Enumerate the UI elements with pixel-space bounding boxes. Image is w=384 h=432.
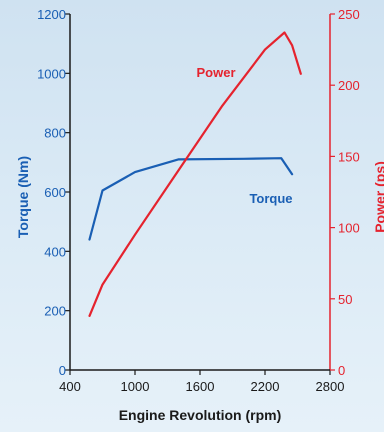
chart-labels: Engine Revolution (rpm) Torque (Nm) Powe…: [15, 65, 384, 423]
x-axis-title: Engine Revolution (rpm): [119, 407, 282, 423]
left-y-tick-label: 200: [44, 304, 66, 319]
x-tick-label: 2800: [316, 379, 345, 394]
left-y-tick-label: 600: [44, 185, 66, 200]
left-y-tick-label: 400: [44, 244, 66, 259]
power-series-label: Power: [196, 65, 235, 80]
right-y-axis-title: Power (ps): [372, 161, 384, 233]
left-y-tick-label: 1000: [37, 66, 66, 81]
torque-series-label: Torque: [249, 191, 292, 206]
right-y-tick-label: 0: [338, 363, 345, 378]
right-y-tick-label: 200: [338, 78, 360, 93]
left-y-axis-title: Torque (Nm): [15, 156, 31, 238]
left-y-tick-label: 1200: [37, 7, 66, 22]
right-y-tick-label: 100: [338, 221, 360, 236]
chart-ticks: 400 1000 1600 2200 2800020040060080010001200…: [37, 7, 360, 394]
x-tick-label: 1000: [121, 379, 150, 394]
chart-lines: [88, 31, 302, 317]
right-y-tick-label: 50: [338, 292, 352, 307]
right-y-tick-label: 250: [338, 7, 360, 22]
torque-series-line: [88, 157, 294, 241]
x-tick-label: 400: [59, 379, 81, 394]
left-y-tick-label: 800: [44, 126, 66, 141]
right-y-tick-label: 150: [338, 149, 360, 164]
power-series-line: [88, 31, 302, 317]
x-tick-label: 1600: [186, 379, 215, 394]
left-y-tick-label: 0: [59, 363, 66, 378]
x-tick-label: 2200: [251, 379, 280, 394]
